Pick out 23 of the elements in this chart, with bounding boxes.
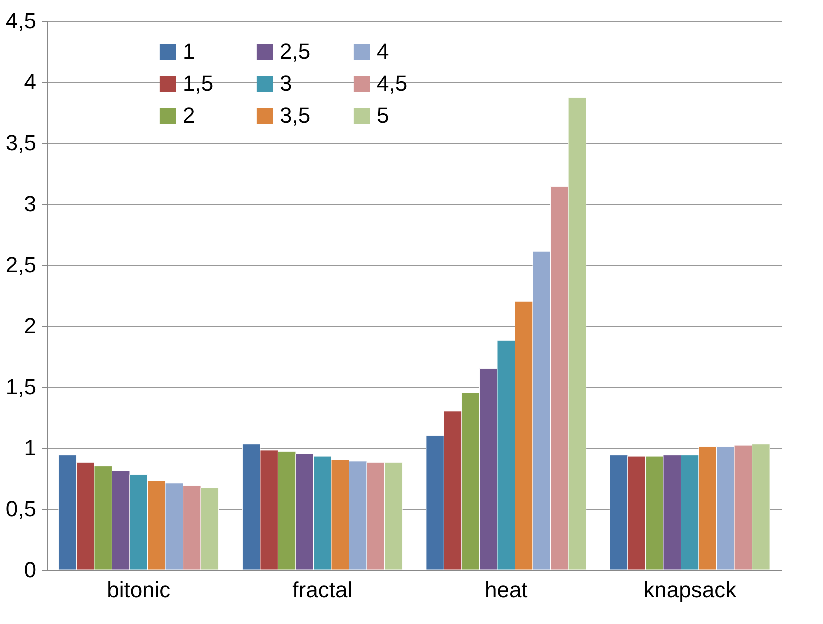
legend-label: 1,5 [183,71,214,96]
y-tick-label: 0 [24,558,36,582]
x-tick-label: heat [484,578,528,602]
legend-label: 3,5 [280,103,311,128]
legend-label: 4,5 [377,71,408,96]
x-tick-label: bitonic [107,578,171,602]
legend-label: 2 [183,103,196,128]
y-tick-label: 1,5 [6,374,36,400]
legend-label: 2,5 [280,39,311,64]
x-tick-label: knapsack [644,578,738,602]
legend-label: 1 [183,39,196,64]
x-tick-label: fractal [292,578,353,602]
y-tick-label: 4,5 [6,8,36,34]
y-tick-label: 0,5 [6,496,36,522]
legend-label: 5 [377,103,390,128]
y-tick-label: 2 [24,314,36,338]
legend-label: 4 [377,39,390,64]
legend-label: 3 [280,71,292,96]
y-tick-label: 2,5 [6,252,36,278]
y-tick-label: 3 [24,192,36,216]
y-tick-label: 3,5 [6,130,36,156]
y-tick-label: 1 [24,436,36,460]
y-tick-label: 4 [24,70,36,94]
